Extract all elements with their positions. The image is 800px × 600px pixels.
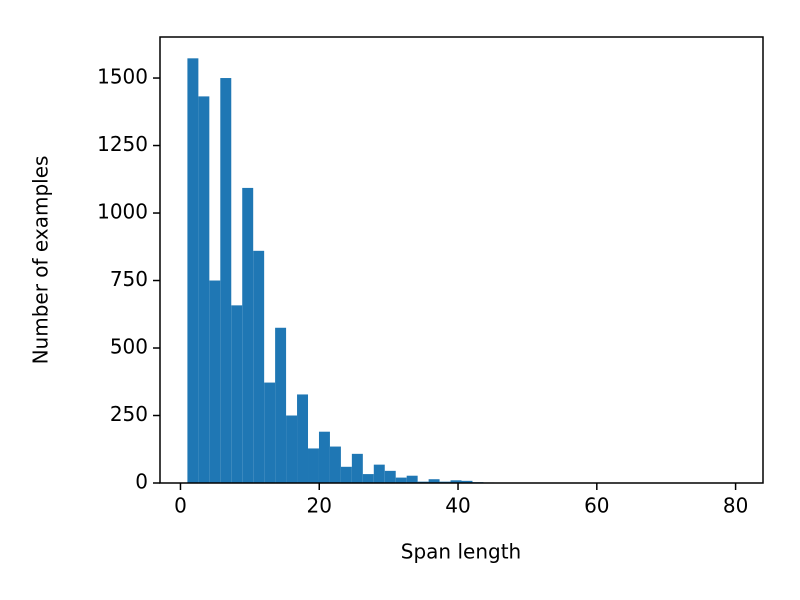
x-tick-label: 0 <box>174 494 187 518</box>
y-tick-label: 0 <box>135 470 148 494</box>
histogram-bar <box>264 382 276 483</box>
histogram-bar <box>406 475 418 483</box>
x-tick-label: 60 <box>584 494 609 518</box>
plot-frame <box>159 36 764 484</box>
histogram-bar <box>231 305 243 483</box>
x-tick-label: 80 <box>723 494 748 518</box>
x-axis-label: Span length <box>401 540 521 564</box>
histogram-bar <box>220 78 232 483</box>
histogram-bar <box>461 480 473 483</box>
histogram-bar <box>351 453 363 483</box>
y-tick-label: 750 <box>110 267 148 291</box>
x-tick-label: 20 <box>307 494 332 518</box>
y-tick-label: 1500 <box>97 65 148 89</box>
x-tick-label: 40 <box>445 494 470 518</box>
y-tick-label: 1250 <box>97 132 148 156</box>
histogram-bar <box>308 448 319 483</box>
histogram-bar <box>209 280 221 483</box>
histogram-bar <box>395 477 407 483</box>
histogram-bar <box>297 394 309 483</box>
histogram-bar <box>362 474 374 483</box>
histogram-bar <box>428 479 440 483</box>
histogram-bar <box>450 480 462 483</box>
y-tick-label: 1000 <box>97 200 148 224</box>
histogram-bar <box>198 96 210 483</box>
y-axis-label: Number of examples <box>29 156 53 365</box>
y-tick-label: 250 <box>110 402 148 426</box>
y-tick-label: 500 <box>110 335 148 359</box>
histogram-bar <box>275 327 287 483</box>
histogram-bar <box>340 466 352 483</box>
histogram-bar <box>187 58 199 483</box>
histogram-bar <box>373 464 385 483</box>
histogram-bar <box>329 446 341 483</box>
histogram-bar <box>384 470 396 483</box>
histogram-bar <box>253 250 265 483</box>
histogram-bar <box>242 187 254 484</box>
histogram-bar <box>286 415 298 483</box>
histogram-bar <box>318 431 330 483</box>
